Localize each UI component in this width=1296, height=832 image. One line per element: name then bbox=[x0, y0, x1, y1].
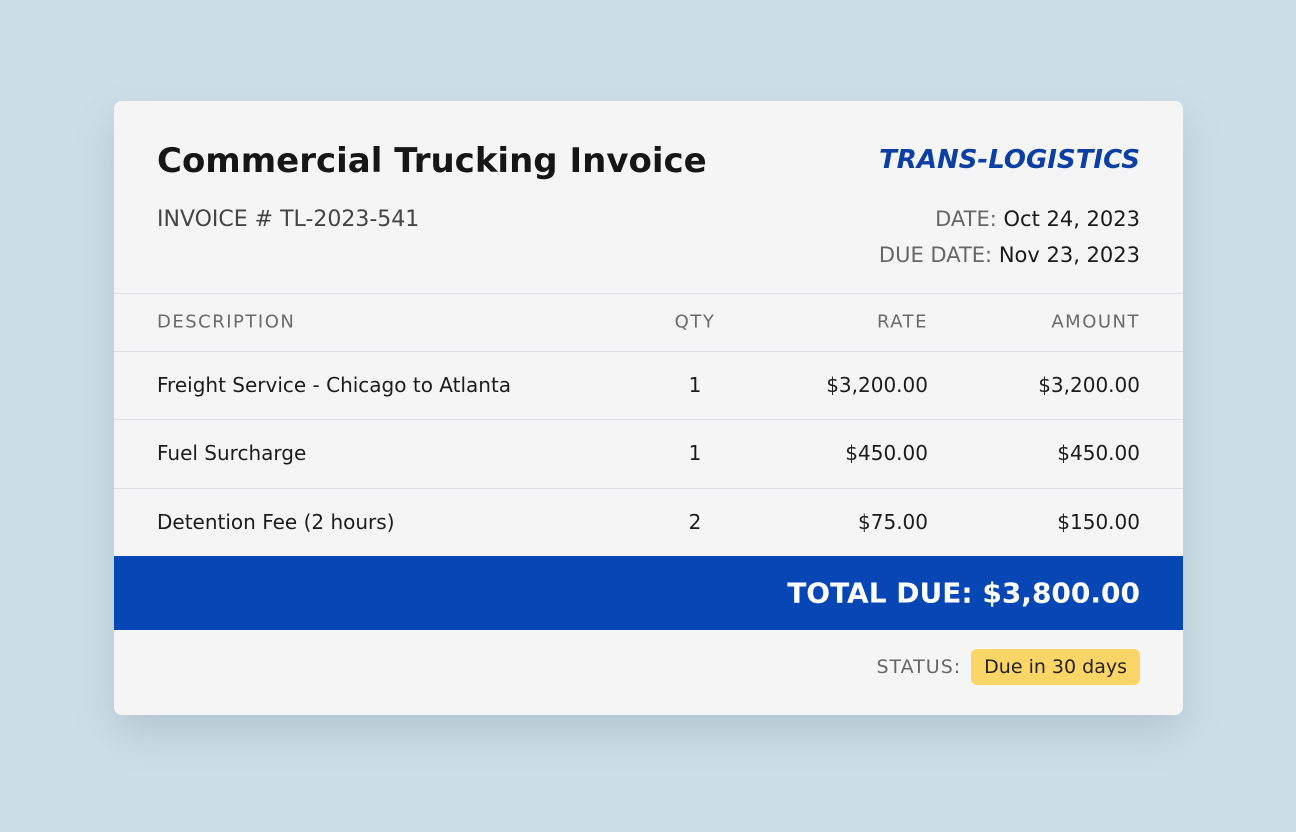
qty-cell: 2 bbox=[688, 509, 702, 534]
brand: TRANS-LOGISTICS bbox=[879, 145, 1140, 175]
invoice-title: Commercial Trucking Invoice bbox=[157, 141, 707, 181]
due-date: Nov 23, 2023 bbox=[998, 243, 1140, 267]
status: STATUS: Due in 30 days bbox=[876, 648, 1140, 686]
total-value: $3,800.00 bbox=[982, 576, 1140, 610]
description-cell: Detention Fee (2 hours) bbox=[157, 509, 395, 534]
description-cell: Freight Service - Chicago to Atlanta bbox=[157, 373, 512, 398]
due-date-line: DUE DATE: Nov 23, 2023 bbox=[879, 243, 1140, 267]
column-header: AMOUNT bbox=[1051, 311, 1140, 333]
row-divider bbox=[114, 419, 1183, 421]
total: TOTAL DUE: $3,800.00 bbox=[787, 577, 1140, 610]
amount-cell: $150.00 bbox=[1057, 509, 1140, 534]
divider bbox=[114, 293, 1183, 294]
total-bar: TOTAL DUE: $3,800.00 bbox=[114, 556, 1183, 630]
rate-cell: $75.00 bbox=[858, 509, 928, 534]
qty-cell: 1 bbox=[688, 373, 702, 398]
column-header: QTY bbox=[674, 311, 716, 333]
date-line: DATE: Oct 24, 2023 bbox=[935, 207, 1140, 231]
divider bbox=[114, 351, 1183, 352]
amount-cell: $450.00 bbox=[1057, 441, 1140, 466]
column-header: DESCRIPTION bbox=[157, 311, 296, 333]
status-badge: Due in 30 days bbox=[971, 649, 1140, 685]
description-cell: Fuel Surcharge bbox=[157, 441, 307, 466]
date: Oct 24, 2023 bbox=[1003, 207, 1141, 231]
rate-cell: $3,200.00 bbox=[826, 373, 928, 398]
rate-cell: $450.00 bbox=[845, 441, 928, 466]
column-header: RATE bbox=[876, 311, 928, 333]
invoice-number: INVOICE # TL-2023-541 bbox=[157, 207, 420, 232]
qty-cell: 1 bbox=[688, 441, 702, 466]
invoice-card: Commercial Trucking Invoice TRANS-LOGIST… bbox=[114, 101, 1183, 715]
row-divider bbox=[114, 487, 1183, 489]
status-label: STATUS: bbox=[876, 656, 962, 678]
due-date-label: DUE DATE: bbox=[878, 243, 993, 267]
total-label: TOTAL DUE: bbox=[787, 576, 973, 610]
amount-cell: $3,200.00 bbox=[1038, 373, 1140, 398]
date-label: DATE: bbox=[935, 207, 997, 231]
